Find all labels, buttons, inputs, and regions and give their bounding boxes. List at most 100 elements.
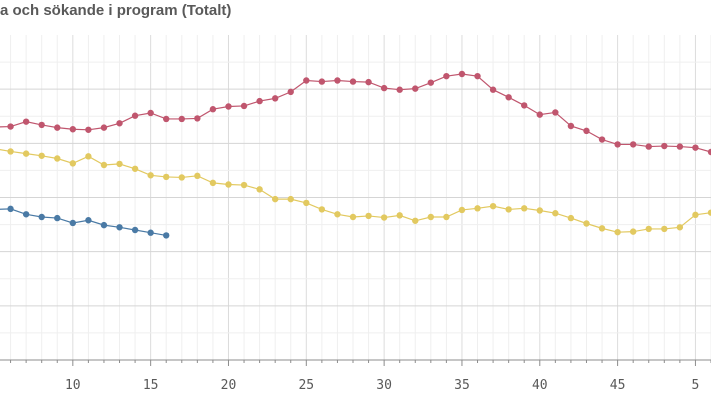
data-point [521,205,528,212]
data-point [474,72,481,80]
data-point [318,78,326,85]
data-point [54,155,61,162]
data-point [692,211,699,219]
data-point [163,173,170,181]
x-tick-label: 45 [610,378,626,393]
data-point [116,120,123,127]
data-point [707,209,711,216]
data-point [536,111,543,118]
data-point [567,122,575,130]
data-point [567,214,575,222]
data-point [380,214,388,221]
data-point [536,207,543,214]
data-point [178,115,185,123]
data-point [552,210,559,217]
data-point [194,172,201,180]
data-point [131,226,139,234]
x-tick-labels: 10 15 20 25 30 35 40 45 5 [65,378,699,393]
data-point [303,199,310,207]
data-point [365,78,372,86]
series-2 [0,148,711,236]
data-point [661,142,668,150]
data-point [271,195,279,203]
data-point [474,205,481,212]
data-point [598,225,606,232]
series-1 [0,70,711,156]
data-point [396,212,403,219]
data-point [7,123,14,130]
data-point [38,213,45,221]
data-point [7,205,14,213]
data-point [256,186,263,193]
x-tick-label: 20 [221,378,237,393]
data-point [287,195,294,203]
data-point [412,217,419,224]
data-point [614,228,621,236]
data-point [396,86,403,93]
data-point [54,214,61,222]
x-tick-label: 25 [298,378,314,393]
data-point [489,86,497,93]
x-tick-label: 15 [143,378,159,393]
data-point [7,148,14,155]
data-point [209,106,217,113]
data-point [458,206,466,214]
data-point [38,121,45,129]
data-point [100,221,108,229]
data-point [38,152,45,159]
data-point [676,224,684,231]
data-point [583,127,590,135]
data-point [256,97,263,105]
x-tick-label: 10 [65,378,81,393]
data-point [225,103,232,110]
data-point [240,181,248,189]
data-point [147,172,154,179]
data-point [458,70,466,78]
data-point [692,144,699,151]
data-point [676,143,684,150]
data-point [661,225,668,233]
data-point [85,126,92,133]
data-point [505,206,512,213]
data-point [443,213,450,221]
data-point [131,165,139,172]
data-point [100,161,108,169]
data-point [54,124,61,131]
data-point [116,160,123,168]
data-point [147,229,154,236]
data-point [163,115,170,123]
data-point [583,220,590,227]
data-point [131,112,139,119]
series-layer [0,70,711,239]
data-point [69,219,77,227]
data-point [22,118,30,125]
data-point [334,77,341,84]
data-point [598,136,606,143]
data-point [334,211,341,218]
data-point [707,148,711,156]
data-point [194,115,201,122]
data-point [225,181,232,188]
data-point [69,160,77,167]
data-point [614,141,621,148]
grid [0,35,711,361]
data-point [349,78,357,85]
data-point [427,79,435,86]
data-point [443,72,450,80]
data-point [489,202,497,210]
data-point [287,88,294,96]
series-3 [0,205,170,239]
data-point [629,228,637,235]
data-point [178,174,185,181]
data-point [303,77,310,84]
x-tick-label: 30 [376,378,392,393]
data-point [116,224,123,231]
x-tick-label: 40 [532,378,548,393]
data-point [240,102,248,110]
data-point [22,211,30,218]
data-point [349,213,357,221]
data-point [552,109,559,116]
data-point [85,217,92,224]
x-tick-label: 5 [692,378,700,393]
